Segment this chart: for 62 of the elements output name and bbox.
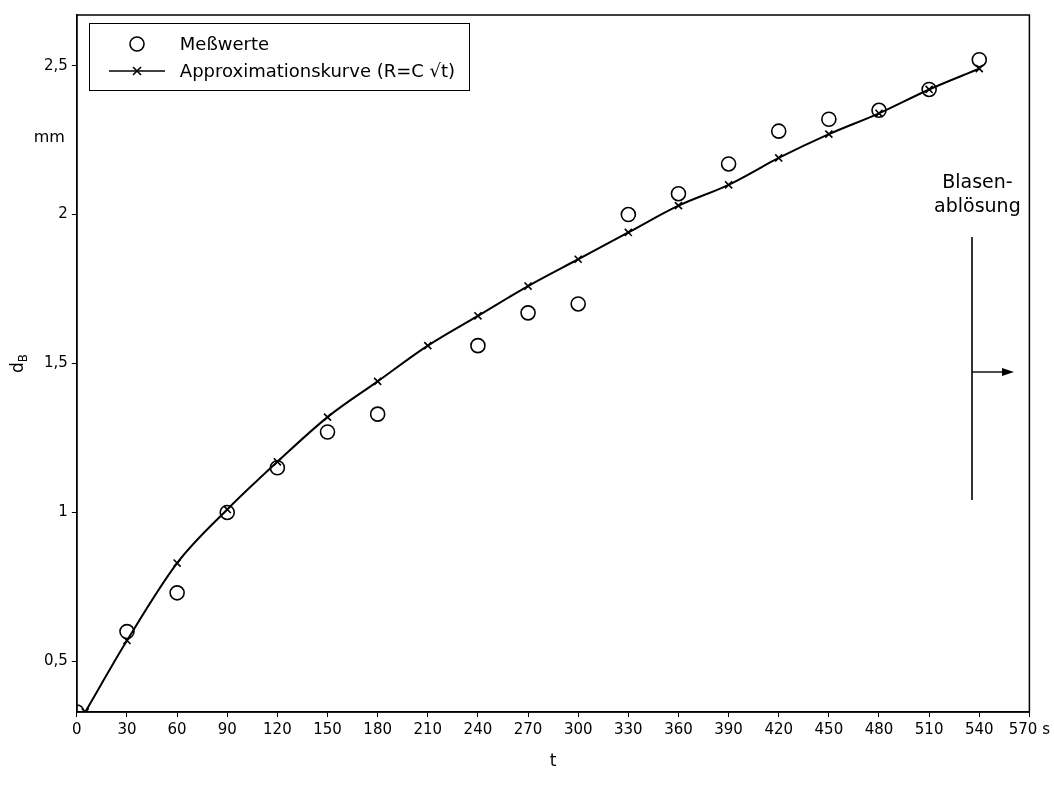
x-tick-label: 90 (217, 719, 237, 738)
point (670, 185, 687, 202)
point (373, 377, 382, 386)
point (974, 64, 984, 73)
x-tick-label: 240 (463, 719, 493, 738)
point (219, 504, 236, 521)
x-tick-label: 510 (914, 719, 944, 738)
point (169, 585, 185, 601)
y-axis-title: dB (7, 354, 31, 373)
point (423, 341, 433, 350)
y-tick-label: 0,5 (44, 651, 68, 670)
point (269, 459, 286, 476)
x-tick-label: 270 (513, 719, 543, 738)
y-tick-label: 2,5 (44, 55, 68, 74)
point (273, 457, 282, 467)
point (369, 406, 386, 422)
x-tick-label: 330 (614, 719, 643, 738)
y-tick-label: 2 (58, 204, 68, 223)
point (319, 424, 336, 440)
point (971, 51, 988, 68)
point (824, 129, 834, 139)
x-axis-title: t (549, 750, 557, 771)
x-tick-label: 360 (664, 719, 693, 738)
point (720, 156, 737, 172)
text: mm (33, 127, 65, 147)
x-tick-label: 180 (363, 719, 392, 738)
point (323, 412, 332, 422)
x-tick-label: 60 (167, 719, 187, 738)
x-tick-label: 0 (72, 719, 82, 738)
y-tick-label: 1 (58, 502, 68, 521)
point (122, 636, 132, 645)
x-tick-label: 570 s (1008, 719, 1051, 738)
x-tick-label: 450 (814, 719, 844, 738)
x-tick-label: 150 (313, 719, 342, 738)
x-tick-label: 540 (964, 719, 994, 738)
point (774, 153, 784, 163)
legend-label: Approximationskurve (R=C √t) (179, 60, 456, 81)
point (172, 558, 182, 568)
x-tick-label: 420 (764, 719, 794, 738)
point (470, 337, 486, 354)
x-tick-label: 300 (563, 719, 593, 738)
x-tick-label: 120 (263, 719, 292, 738)
point (821, 111, 837, 128)
x-tick-label: 480 (864, 719, 894, 738)
annotation: Blasen-ablösung (934, 169, 1021, 216)
point (770, 123, 787, 139)
point (620, 206, 637, 223)
point (573, 254, 583, 264)
point (724, 180, 733, 190)
y-tick-label: 1,5 (44, 353, 68, 372)
point (623, 228, 633, 237)
x-tick-label: 210 (413, 719, 443, 738)
point (473, 311, 483, 321)
legend-label: Meßwerte (179, 33, 270, 54)
point (570, 296, 586, 312)
point (871, 102, 887, 119)
point (674, 201, 683, 210)
x-tick-label: 30 (117, 719, 137, 738)
point (520, 305, 536, 321)
x-tick-label: 390 (714, 719, 743, 738)
point (119, 623, 135, 640)
point (523, 281, 533, 291)
